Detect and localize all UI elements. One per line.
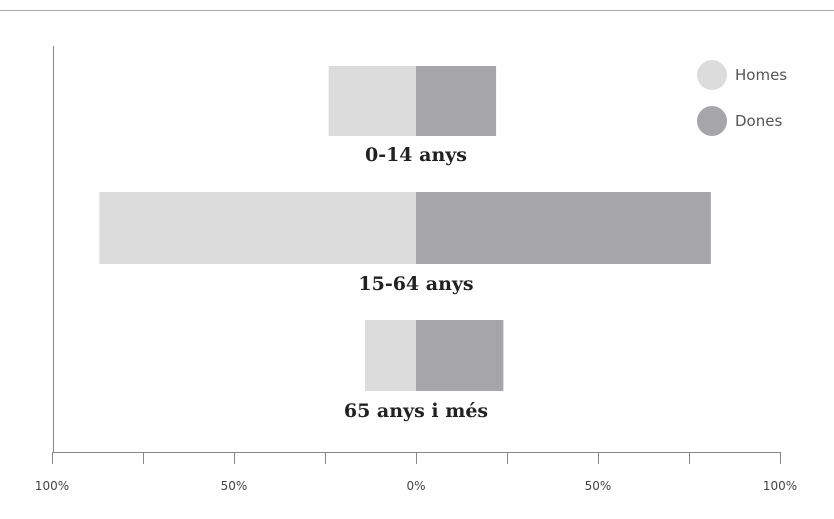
category-label: 15-64 anys — [358, 273, 473, 295]
x-tick-label: 0% — [406, 479, 425, 493]
legend-label: Homes — [735, 66, 787, 84]
x-tick-label: 50% — [585, 479, 612, 493]
x-tick-label: 50% — [221, 479, 248, 493]
x-tick-label: 100% — [35, 479, 69, 493]
bar-homes — [99, 192, 416, 264]
bar-homes — [365, 320, 416, 391]
category-label: 0-14 anys — [365, 144, 467, 166]
legend-label: Dones — [735, 112, 782, 130]
legend: Homes Dones — [697, 60, 787, 136]
legend-swatch — [697, 106, 727, 136]
bar-homes — [328, 66, 416, 136]
category-label: 65 anys i més — [344, 400, 488, 422]
x-tick-label: 100% — [763, 479, 797, 493]
bar-dones — [416, 320, 504, 391]
bar-dones — [416, 192, 711, 264]
legend-swatch — [697, 60, 727, 90]
bar-dones — [416, 66, 497, 136]
plot-area: 100% 50% 0% 50% 100% 0-14 anys 15-64 anys 65 an… — [35, 46, 797, 493]
